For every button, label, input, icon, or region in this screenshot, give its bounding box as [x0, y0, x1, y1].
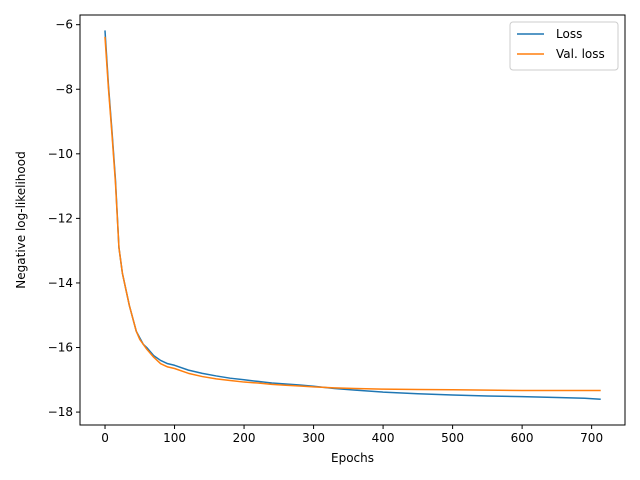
legend-label: Loss: [556, 27, 582, 41]
y-tick-label: −12: [48, 211, 73, 225]
legend-label: Val. loss: [556, 47, 605, 61]
y-tick-label: −10: [48, 147, 73, 161]
x-tick-label: 700: [580, 431, 603, 445]
x-tick-label: 200: [233, 431, 256, 445]
y-tick-label: −6: [55, 18, 73, 32]
y-tick-label: −8: [55, 82, 73, 96]
x-tick-label: 100: [163, 431, 186, 445]
x-tick-label: 500: [441, 431, 464, 445]
y-tick-label: −14: [48, 276, 73, 290]
x-tick-label: 600: [511, 431, 534, 445]
x-tick-label: 400: [372, 431, 395, 445]
y-tick-label: −18: [48, 405, 73, 419]
x-axis: 0 100 200 300 400 500 600 700: [101, 425, 603, 445]
axes-frame: [79, 14, 626, 426]
legend: Loss Val. loss: [509, 21, 619, 71]
series-line-loss: [104, 30, 601, 400]
y-tick-label: −16: [48, 341, 73, 355]
series-line-val-loss: [104, 36, 601, 392]
x-tick-label: 300: [302, 431, 325, 445]
x-tick-label: 0: [101, 431, 109, 445]
y-axis-title: Negative log-likelihood: [14, 151, 28, 288]
x-axis-title: Epochs: [331, 451, 374, 465]
y-axis: −18 −16 −14 −12 −10 −8 −6: [48, 18, 80, 419]
plot-area: [104, 30, 601, 400]
